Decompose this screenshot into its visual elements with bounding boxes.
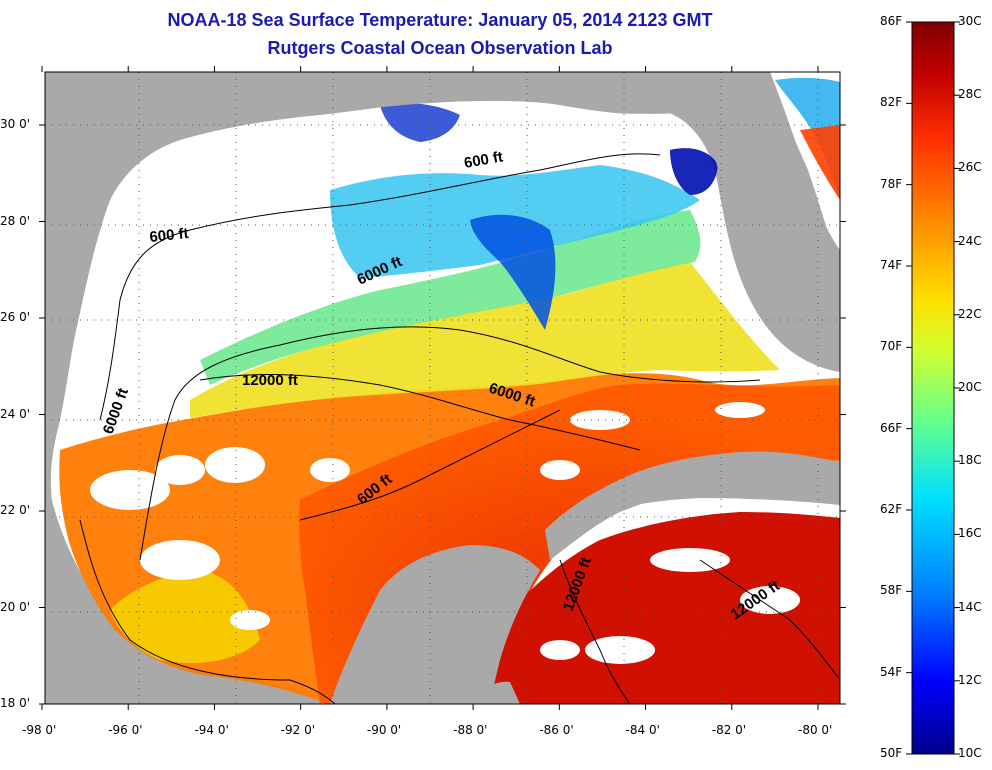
- florida: [700, 72, 840, 370]
- colorbar-f-label: 66F: [880, 420, 903, 435]
- sst-atlantic: [775, 77, 840, 200]
- x-tick-label: -90 0': [366, 723, 402, 737]
- colorbar-c-label: 26C: [958, 160, 982, 175]
- sst-green-band: [200, 210, 701, 385]
- us-coast: [45, 72, 700, 500]
- x-tick-label: -94 0': [194, 723, 229, 737]
- sst-blue-nw: [380, 103, 460, 142]
- central-america: [470, 681, 520, 704]
- colorbar: [911, 21, 955, 755]
- sst-deepblue-ne: [670, 148, 718, 195]
- colorbar-ticks: [906, 21, 960, 755]
- colorbar-f-label: 50F: [880, 746, 903, 760]
- colorbar-c-label: 20C: [958, 380, 982, 394]
- colorbar-c-label: 16C: [958, 526, 982, 541]
- x-tick-label: -82 0': [711, 723, 747, 737]
- x-tick-label: -96 0': [108, 723, 143, 737]
- colorbar-f-label: 62F: [880, 502, 903, 516]
- colorbar-c-label: 24C: [958, 233, 982, 248]
- y-tick-label: 18 0': [0, 696, 31, 710]
- colorbar-c-label: 22C: [958, 306, 982, 321]
- y-tick-label: 28 0': [0, 213, 31, 228]
- sst-left-yellow: [110, 570, 260, 664]
- map-area: [45, 72, 840, 704]
- cuba: [545, 451, 840, 560]
- map-frame: [44, 71, 841, 705]
- contour-label: 600 ft: [463, 148, 505, 172]
- sst-blue-north: [470, 214, 556, 330]
- x-tick-label: -84 0': [625, 723, 660, 737]
- y-tick-label: 30 0': [0, 117, 31, 131]
- x-tick-label: -86 0': [539, 723, 574, 737]
- grid-lines: [45, 72, 840, 704]
- colorbar-f-label: 78F: [880, 176, 903, 191]
- map-subtitle: Rutgers Coastal Ocean Observation Lab: [267, 38, 613, 58]
- x-tick-label: -80 0': [798, 723, 833, 737]
- y-tick-label: 26 0': [0, 310, 31, 324]
- colorbar-c-label: 30C: [958, 14, 982, 28]
- yucatan: [330, 545, 540, 704]
- colorbar-f-label: 70F: [880, 339, 903, 354]
- x-tick-label: -98 0': [22, 723, 57, 737]
- x-tick-label: -92 0': [280, 723, 316, 737]
- contour-label: 12000 ft: [242, 372, 298, 389]
- sst-atlantic-warm: [800, 125, 840, 200]
- colorbar-c-label: 12C: [958, 672, 982, 687]
- y-tick-label: 20 0': [0, 599, 31, 614]
- contour-label: 600 ft: [149, 225, 190, 246]
- axis-ticks: [39, 66, 846, 710]
- y-tick-label: 22 0': [0, 503, 31, 517]
- colorbar-c-label: 10C: [958, 746, 982, 760]
- colorbar-f-label: 54F: [880, 664, 903, 679]
- map-title: NOAA-18 Sea Surface Temperature: January…: [167, 10, 713, 30]
- mexico-coast: [45, 500, 330, 704]
- colorbar-f-label: 74F: [880, 258, 903, 272]
- colorbar-c-label: 18C: [958, 453, 982, 468]
- colorbar-f-label: 58F: [880, 583, 903, 598]
- sst-caribbean-red: [490, 512, 840, 704]
- x-tick-label: -88 0': [453, 723, 488, 737]
- colorbar-c-label: 28C: [958, 87, 982, 102]
- colorbar-f-label: 86F: [880, 14, 903, 28]
- colorbar-c-label: 14C: [958, 599, 982, 614]
- bathymetry-contours: [79, 153, 840, 704]
- colorbar-f-label: 82F: [880, 95, 903, 110]
- y-tick-label: 24 0': [0, 406, 31, 421]
